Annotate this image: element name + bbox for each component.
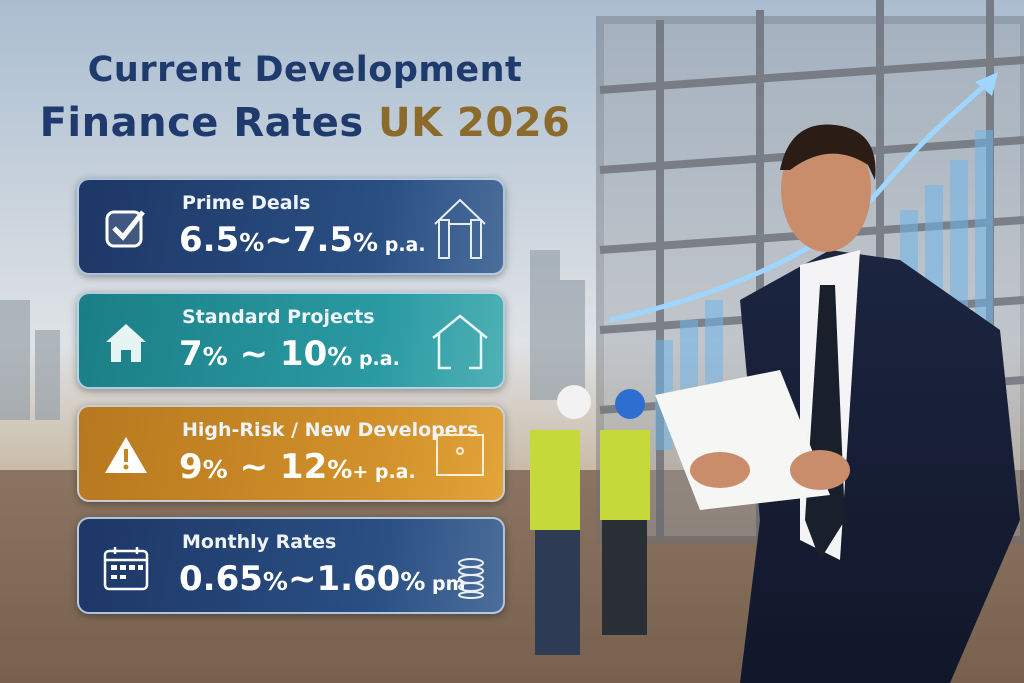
card-label: Monthly Rates — [182, 531, 337, 553]
headline-line-1: Current Development — [87, 50, 523, 90]
rate-range: 9% ~ 12%+ p.a. — [179, 447, 416, 487]
warning-icon — [105, 437, 147, 473]
house-outline-icon — [432, 314, 488, 370]
headline-main: Finance Rates — [39, 100, 364, 146]
rate-range: 0.65%~1.60% pm — [179, 559, 466, 599]
rate-card-prime-deals: Prime Deals 6.5%~7.5% p.a. — [77, 178, 505, 275]
rate-card-high-risk: High-Risk / New Developers 9% ~ 12%+ p.a… — [77, 405, 505, 502]
rate-range: 7% ~ 10% p.a. — [179, 334, 400, 374]
rate-card-standard-projects: Standard Projects 7% ~ 10% p.a. — [77, 292, 505, 389]
house-icon — [106, 324, 146, 362]
businessman — [655, 124, 1020, 683]
house-frame-icon — [434, 198, 486, 259]
calendar-icon — [103, 547, 149, 591]
headline-accent: UK 2026 — [378, 100, 571, 146]
card-label: Standard Projects — [182, 306, 375, 328]
card-label: High-Risk / New Developers — [182, 419, 479, 441]
card-label: Prime Deals — [182, 192, 311, 214]
safe-icon — [436, 434, 484, 476]
workers — [530, 385, 650, 655]
headline-line-2: Finance Rates UK 2026 — [0, 100, 610, 146]
rate-range: 6.5%~7.5% p.a. — [179, 220, 426, 260]
coins-icon — [458, 558, 484, 599]
checkbox-icon — [105, 210, 145, 248]
rate-card-monthly-rates: Monthly Rates 0.65%~1.60% pm — [77, 517, 505, 614]
